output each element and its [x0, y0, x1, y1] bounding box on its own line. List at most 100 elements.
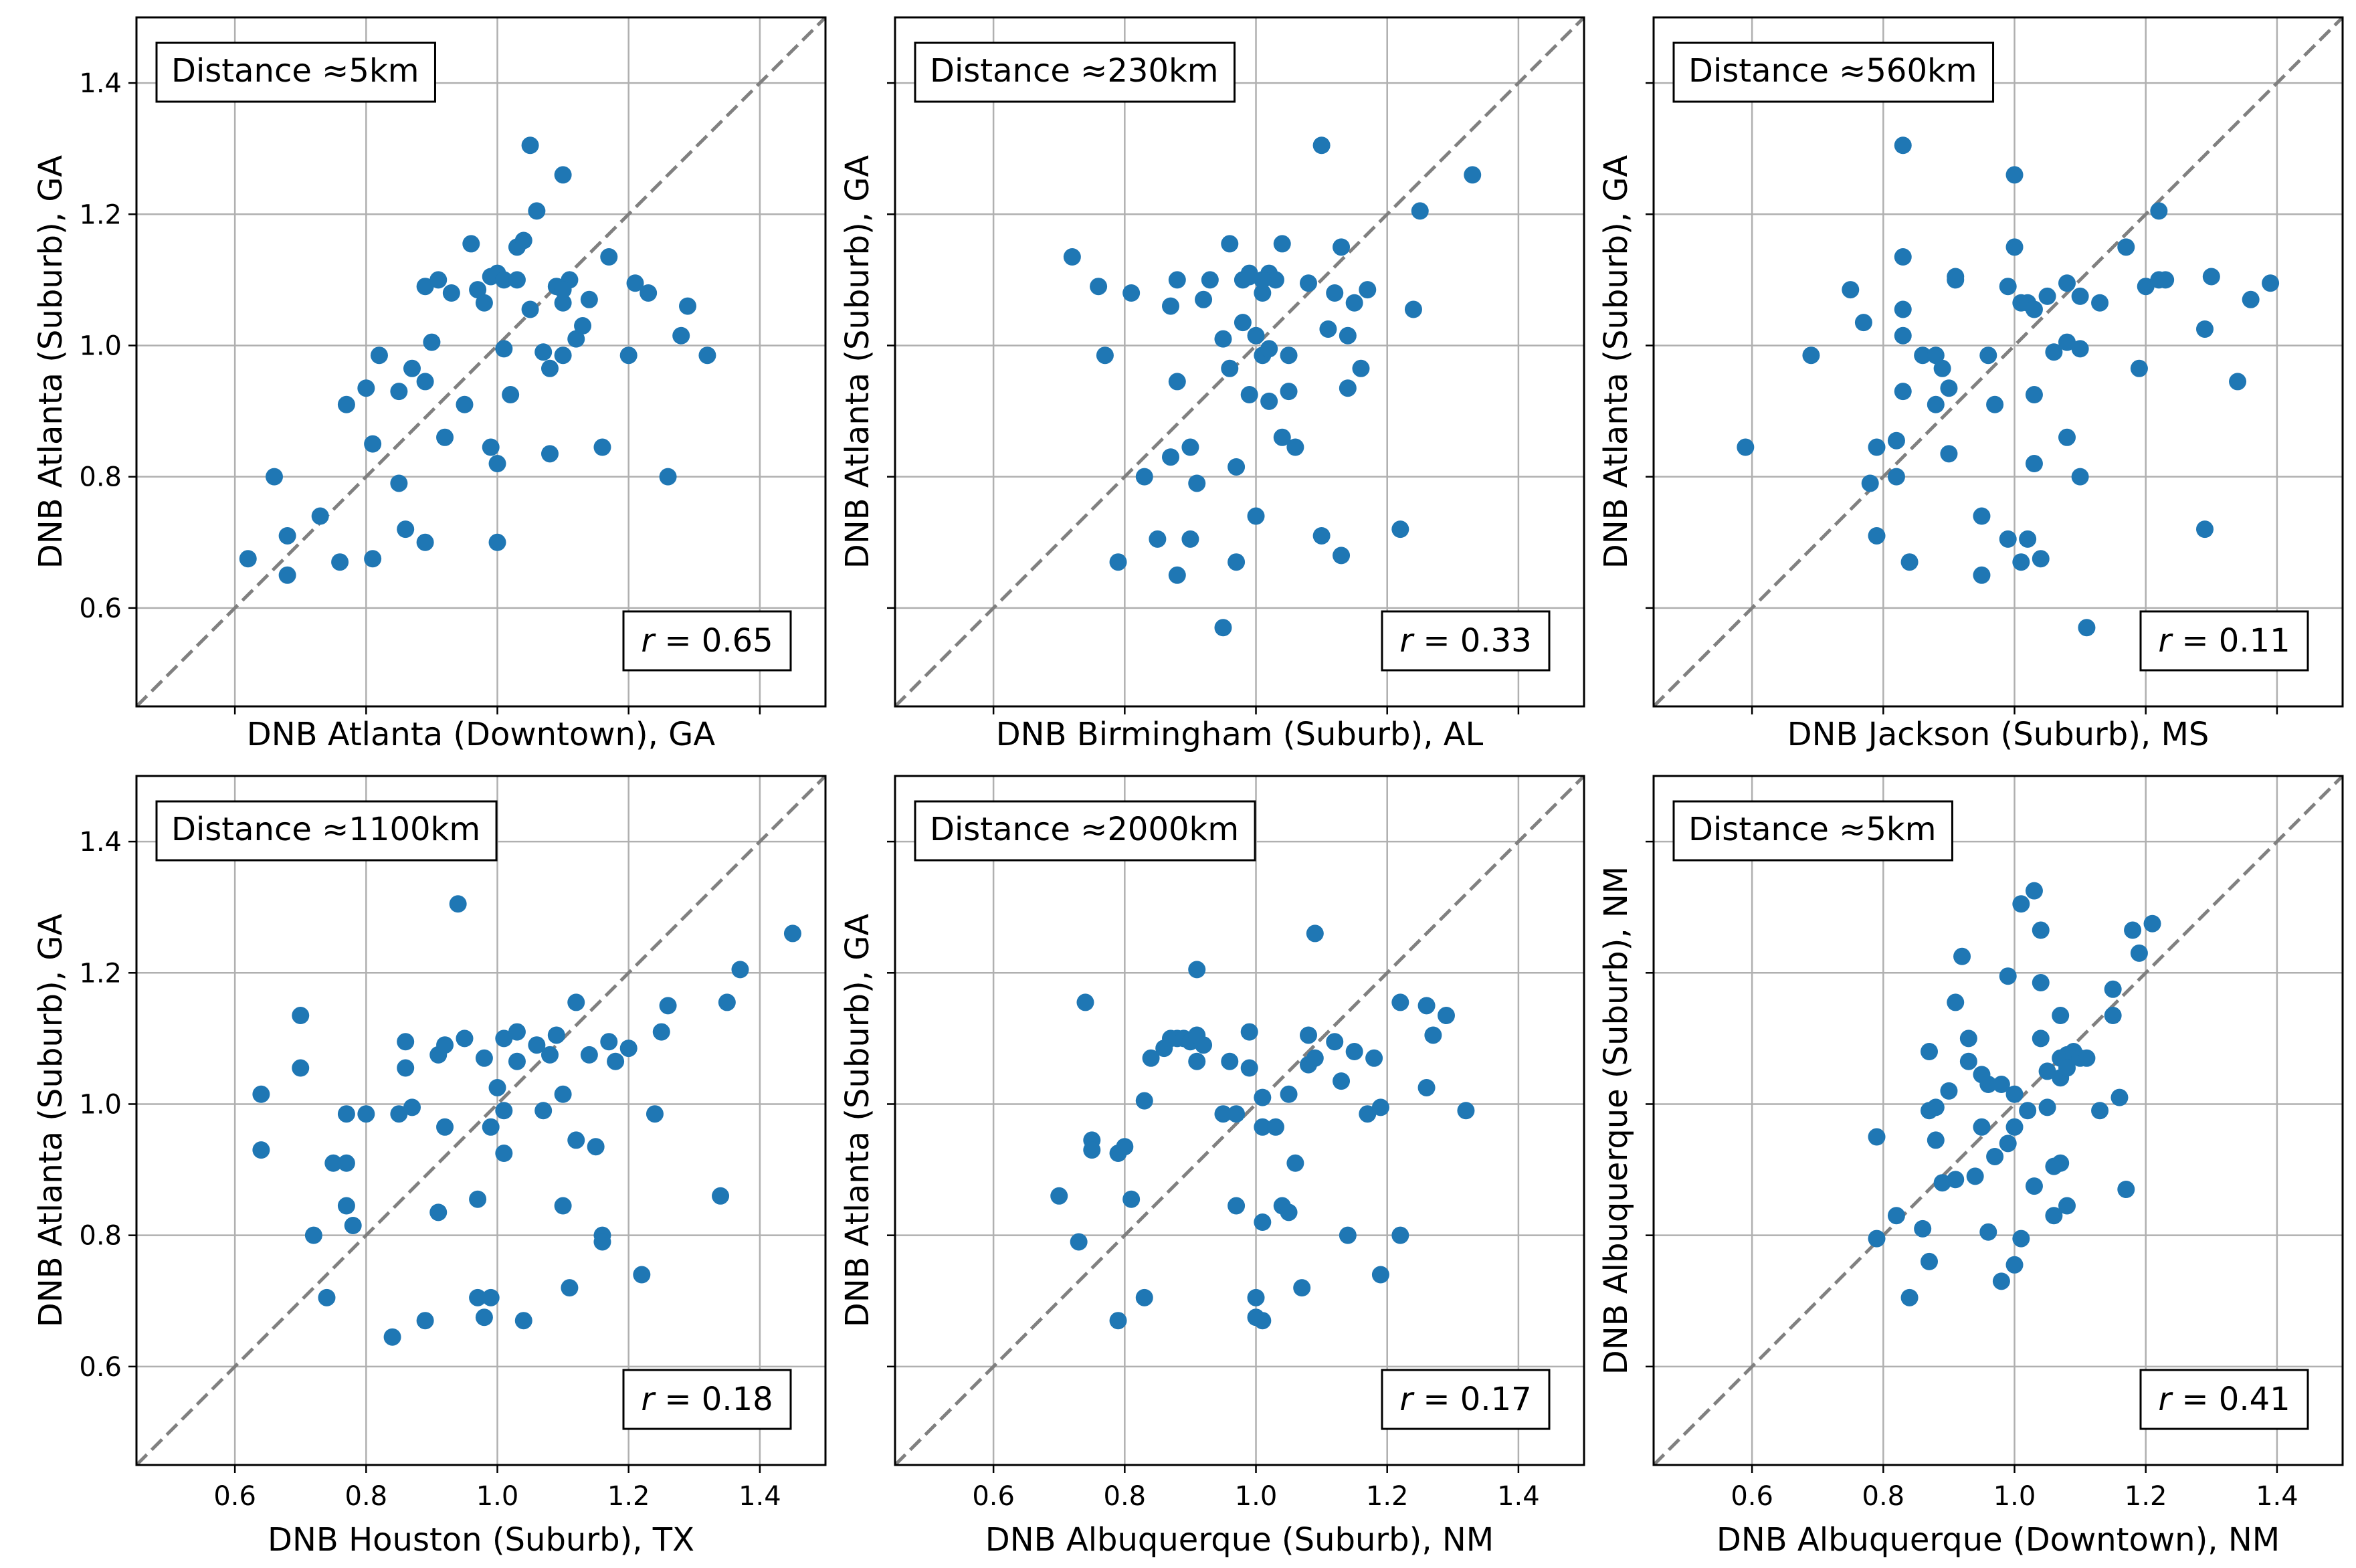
- data-point: [1737, 438, 1755, 456]
- data-point: [1109, 553, 1127, 571]
- data-point: [1280, 1203, 1298, 1221]
- data-point: [1940, 1082, 1958, 1100]
- correlation-annotation: r = 0.18: [622, 1369, 792, 1430]
- data-point: [679, 297, 696, 315]
- data-point: [2019, 1102, 2037, 1120]
- data-point: [397, 1033, 415, 1051]
- y-axis-label: DNB Albuquerque (Suburb), NM: [1597, 866, 1635, 1375]
- data-point: [383, 1328, 401, 1346]
- data-point: [508, 1023, 526, 1041]
- data-point: [2058, 428, 2076, 446]
- axes-frame: [1652, 16, 2344, 708]
- data-point: [1921, 1252, 1938, 1270]
- data-point: [337, 395, 355, 413]
- data-point: [1339, 379, 1357, 397]
- data-point: [1122, 284, 1141, 302]
- data-point: [541, 359, 559, 377]
- data-point: [567, 993, 585, 1011]
- data-point: [1260, 340, 1278, 358]
- data-point: [1135, 1288, 1153, 1306]
- data-point: [2058, 274, 2076, 292]
- subplot-2: DNB Birmingham (Suburb), AL DNB Atlanta (…: [839, 16, 1585, 753]
- data-point: [2078, 1049, 2096, 1067]
- data-point: [1228, 458, 1246, 476]
- data-point: [1900, 553, 1919, 571]
- data-point: [1149, 530, 1167, 548]
- reference-line: [1654, 776, 2343, 1465]
- data-point: [390, 1105, 408, 1123]
- data-point: [502, 386, 520, 404]
- data-point: [416, 278, 434, 296]
- data-point: [1142, 1049, 1160, 1067]
- data-point: [1424, 1026, 1442, 1044]
- data-point: [1979, 347, 1997, 365]
- data-point: [2150, 202, 2168, 220]
- data-point: [1947, 268, 1965, 286]
- data-point: [783, 924, 801, 943]
- data-point: [357, 379, 375, 397]
- data-point: [1234, 314, 1252, 332]
- data-point: [514, 231, 532, 250]
- data-point: [2012, 553, 2030, 571]
- data-point: [1457, 1102, 1475, 1120]
- data-point: [1201, 271, 1219, 289]
- data-point: [1842, 281, 1860, 299]
- data-point: [397, 520, 415, 538]
- data-point: [607, 1052, 625, 1070]
- data-point: [1221, 359, 1239, 377]
- reference-line: [895, 17, 1584, 706]
- data-point: [633, 1266, 651, 1284]
- axes-frame: [135, 775, 827, 1466]
- data-point: [357, 1105, 375, 1123]
- correlation-annotation: r = 0.17: [1381, 1369, 1551, 1430]
- data-point: [1894, 383, 1912, 401]
- data-point: [2058, 1197, 2076, 1215]
- data-point: [567, 1131, 585, 1149]
- x-tick-label: 1.4: [1497, 1481, 1540, 1512]
- data-point: [1254, 1213, 1272, 1232]
- data-point: [1319, 320, 1337, 338]
- correlation-annotation: r = 0.33: [1381, 610, 1551, 672]
- data-point: [495, 1102, 513, 1120]
- data-point: [1280, 1085, 1298, 1103]
- data-point: [1986, 395, 2004, 413]
- data-point: [2104, 980, 2122, 998]
- data-point: [1894, 136, 1912, 155]
- correlation-annotation: r = 0.41: [2139, 1369, 2309, 1430]
- data-point: [1188, 961, 1206, 979]
- data-point: [2242, 290, 2260, 308]
- correlation-box: [1381, 610, 1551, 672]
- data-point: [1266, 1118, 1284, 1136]
- data-point: [1953, 947, 1971, 965]
- data-point: [475, 294, 493, 312]
- data-point: [1188, 1052, 1206, 1070]
- data-point: [311, 507, 329, 525]
- data-point: [331, 553, 349, 571]
- data-point: [2025, 882, 2043, 900]
- data-point: [1894, 248, 1912, 266]
- correlation-annotation: r = 0.11: [2139, 610, 2309, 672]
- data-point: [2052, 1007, 2070, 1025]
- data-point: [1254, 271, 1272, 289]
- distance-annotation: Distance ≈2000km: [914, 800, 1256, 862]
- data-point: [1894, 326, 1912, 345]
- distance-label: Distance ≈5km: [1688, 811, 1936, 848]
- data-point: [1195, 290, 1213, 308]
- data-point: [2229, 373, 2247, 391]
- data-point: [1326, 1033, 1344, 1051]
- distance-label: Distance ≈230km: [930, 52, 1219, 90]
- data-point: [541, 1046, 559, 1064]
- distance-label: Distance ≈1100km: [171, 811, 480, 848]
- data-point: [554, 281, 572, 299]
- data-point: [2196, 520, 2214, 538]
- data-point: [1076, 993, 1094, 1011]
- data-point: [462, 235, 480, 253]
- data-point: [1300, 1026, 1317, 1044]
- data-point: [423, 333, 441, 351]
- distance-annotation: Distance ≈5km: [155, 41, 436, 103]
- data-point: [574, 317, 592, 335]
- reference-line: [136, 776, 825, 1465]
- data-point: [2157, 271, 2175, 289]
- data-point: [1228, 1197, 1246, 1215]
- data-point: [1247, 1288, 1265, 1306]
